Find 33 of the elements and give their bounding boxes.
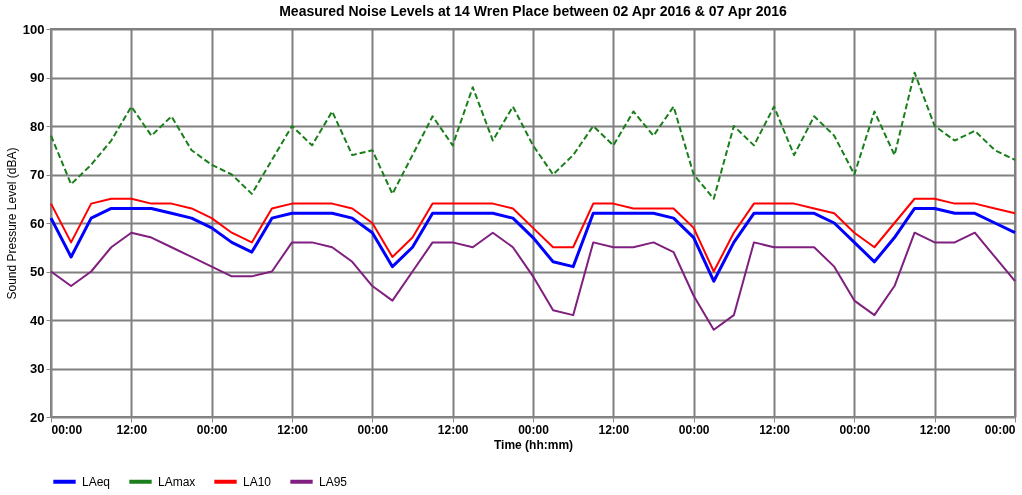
line-series xyxy=(49,206,1017,283)
x-tick-label: 12:00 xyxy=(116,422,148,437)
legend-label: LA95 xyxy=(319,474,348,489)
line-series xyxy=(50,197,1016,273)
y-tick-label: 60 xyxy=(30,215,45,231)
x-tick-label: 00:00 xyxy=(357,422,389,437)
y-tick-label: 90 xyxy=(30,70,45,85)
x-tick-label: 00:00 xyxy=(196,422,228,437)
legend-label: LAeq xyxy=(82,474,111,489)
x-tick-label: 00:00 xyxy=(518,422,550,437)
x-axis-title: Time (hh:mm) xyxy=(493,437,574,452)
y-tick-label: 100 xyxy=(22,21,45,37)
x-tick-label: 00:00 xyxy=(51,422,83,437)
x-tick-label: 12:00 xyxy=(759,422,791,437)
line-series xyxy=(50,71,1016,200)
x-tick-label: 12:00 xyxy=(437,422,469,437)
y-axis-title: Sound Pressure Level (dBA) xyxy=(4,147,19,300)
x-tick-label: 00:00 xyxy=(678,422,710,437)
x-tick-label: 00:00 xyxy=(839,422,871,437)
y-tick-label: 70 xyxy=(30,167,45,182)
x-tick-label: 12:00 xyxy=(277,422,309,437)
y-tick-label: 40 xyxy=(30,312,45,328)
x-tick-label: 12:00 xyxy=(598,422,630,437)
y-tick-label: 50 xyxy=(30,264,45,279)
x-tick-label: 12:00 xyxy=(919,422,951,437)
y-tick-label: 80 xyxy=(30,118,45,134)
y-tick-label: 30 xyxy=(30,361,45,376)
y-tick-label: 20 xyxy=(30,409,45,425)
line-series xyxy=(50,231,1016,331)
chart-title: Measured Noise Levels at 14 Wren Place between 02 Apr 2016 & 07 Apr 2016 xyxy=(279,3,788,19)
x-tick-label: 00:00 xyxy=(984,422,1016,437)
legend-label: LAmax xyxy=(158,474,196,489)
legend-label: LA10 xyxy=(243,474,272,489)
